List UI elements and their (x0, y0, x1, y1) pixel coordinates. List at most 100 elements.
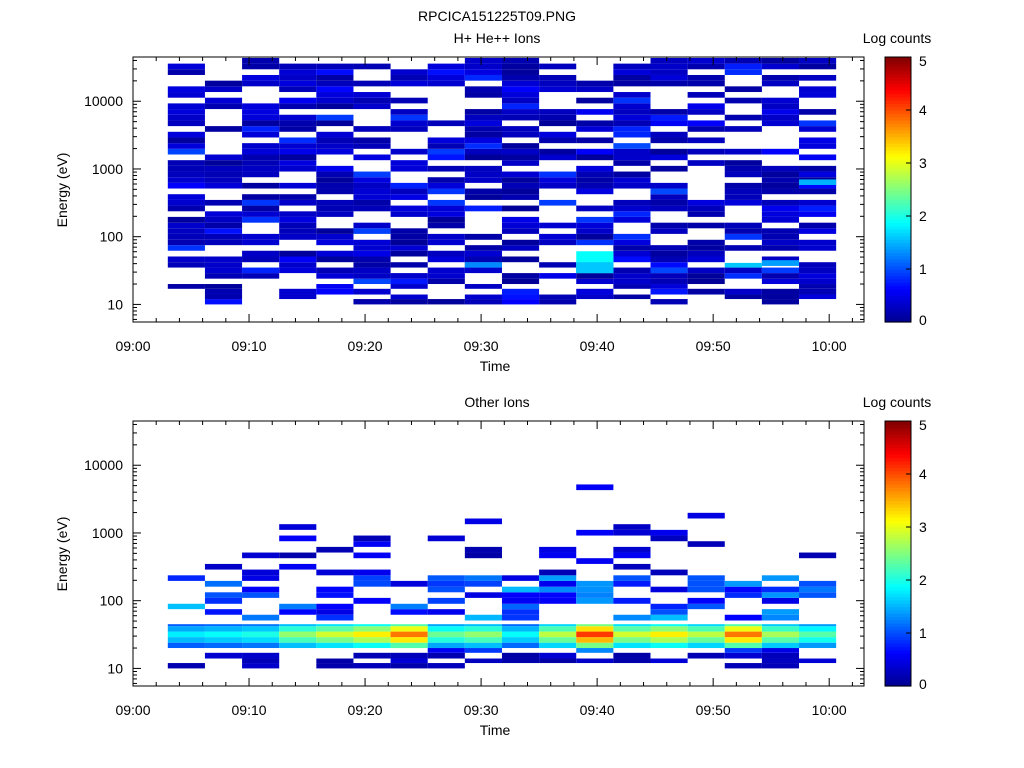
heatmap-cell (316, 171, 354, 178)
heatmap-cell-core (687, 626, 725, 632)
heatmap-cell (799, 154, 837, 161)
heatmap-cell-core (613, 637, 651, 643)
colorbar-swatch (885, 503, 911, 508)
heatmap-cell (464, 518, 502, 525)
heatmap-cell (650, 256, 688, 263)
heatmap-cell (539, 652, 577, 659)
colorbar-swatch (885, 255, 911, 260)
heatmap-cell (427, 535, 465, 542)
panel-title: Other Ions (464, 394, 529, 410)
heatmap-cell-core (799, 631, 837, 638)
heatmap-cell (687, 126, 725, 132)
heatmap-cell-core (279, 631, 317, 638)
heatmap-cell (799, 580, 837, 587)
heatmap-cell (427, 222, 465, 229)
colorbar-tick-label: 3 (919, 519, 927, 535)
heatmap-cell (650, 114, 688, 121)
x-axis-label: Time (480, 722, 511, 738)
heatmap-cell (501, 614, 540, 621)
heatmap-cell (687, 137, 725, 144)
colorbar-swatch (885, 530, 911, 535)
heatmap-cell (316, 80, 354, 87)
heatmap-cell (501, 57, 540, 64)
colorbar-swatch (885, 222, 911, 227)
heatmap-cell (799, 284, 837, 289)
colorbar-tick-label: 0 (919, 676, 927, 692)
heatmap-cell-core (353, 624, 391, 627)
heatmap-cell (464, 171, 502, 178)
heatmap-cell (613, 216, 651, 223)
heatmap-cell-core (167, 642, 205, 649)
heatmap-cell (501, 294, 540, 300)
heatmap-cell (427, 177, 465, 183)
heatmap-cell (242, 273, 280, 279)
heatmap-cell (316, 177, 354, 183)
heatmap-cell (242, 165, 280, 172)
colorbar-swatch (885, 536, 911, 541)
colorbar-tick-label: 0 (919, 312, 927, 328)
heatmap-cell (761, 658, 800, 664)
heatmap-cell (427, 165, 465, 172)
colorbar-swatch (885, 282, 911, 287)
heatmap-cell (501, 256, 540, 263)
heatmap-cell (167, 194, 205, 200)
heatmap-cell (427, 233, 465, 240)
heatmap-cell (724, 233, 762, 240)
heatmap-cell (204, 262, 243, 268)
heatmap-cell (464, 74, 502, 81)
heatmap-cell (353, 177, 391, 183)
heatmap-cell (613, 597, 651, 604)
colorbar-swatch (885, 679, 911, 684)
colorbar-swatch (885, 192, 911, 197)
heatmap-cell (724, 69, 762, 75)
colorbar-tick-label: 2 (919, 572, 927, 588)
heatmap-cell (167, 69, 205, 75)
heatmap-cell (279, 267, 317, 274)
heatmap-cell (799, 120, 837, 127)
x-tick-label: 09:40 (580, 702, 615, 718)
heatmap-cell (204, 154, 243, 161)
heatmap-cell (613, 92, 651, 98)
colorbar-tick-label: 2 (919, 208, 927, 224)
x-tick-label: 09:00 (115, 338, 150, 354)
heatmap-cell (501, 148, 540, 155)
heatmap-cell (316, 131, 354, 138)
heatmap-cell (390, 97, 428, 104)
heatmap-cell-core (353, 642, 391, 649)
heatmap-cell (724, 160, 762, 166)
colorbar-swatch (885, 636, 911, 641)
heatmap-cell (576, 529, 614, 536)
heatmap-cell (501, 143, 540, 149)
heatmap-cell (167, 109, 205, 115)
heatmap-cell (167, 222, 205, 229)
heatmap-cell-core (279, 642, 317, 649)
heatmap-cell (724, 86, 762, 93)
heatmap-cell (799, 137, 837, 144)
heatmap-cell (316, 199, 354, 206)
heatmap-cell (390, 120, 428, 127)
heatmap-cell-core (279, 624, 317, 627)
heatmap-cell (316, 614, 354, 621)
heatmap-cell-highlight (799, 179, 837, 185)
heatmap-cell (799, 57, 837, 64)
colorbar-swatch (885, 189, 911, 194)
heatmap-cell (353, 278, 391, 285)
heatmap-cell-core (539, 642, 577, 649)
colorbar-swatch (885, 106, 911, 111)
heatmap-cell (687, 267, 725, 274)
heatmap-cell (279, 233, 317, 240)
heatmap-cell (501, 194, 540, 200)
heatmap-cell (204, 165, 243, 172)
heatmap-cell (799, 658, 837, 664)
heatmap-cell (316, 288, 354, 295)
colorbar-swatch (885, 133, 911, 138)
colorbar-swatch (885, 70, 911, 75)
heatmap-cell (353, 182, 391, 189)
heatmap-cell-core (427, 624, 465, 627)
heatmap-cell (576, 97, 614, 104)
heatmap-cell (204, 211, 243, 217)
heatmap-cell (799, 245, 837, 251)
colorbar-swatch (885, 318, 911, 323)
heatmap-cell (427, 239, 465, 246)
colorbar-swatch (885, 153, 911, 157)
